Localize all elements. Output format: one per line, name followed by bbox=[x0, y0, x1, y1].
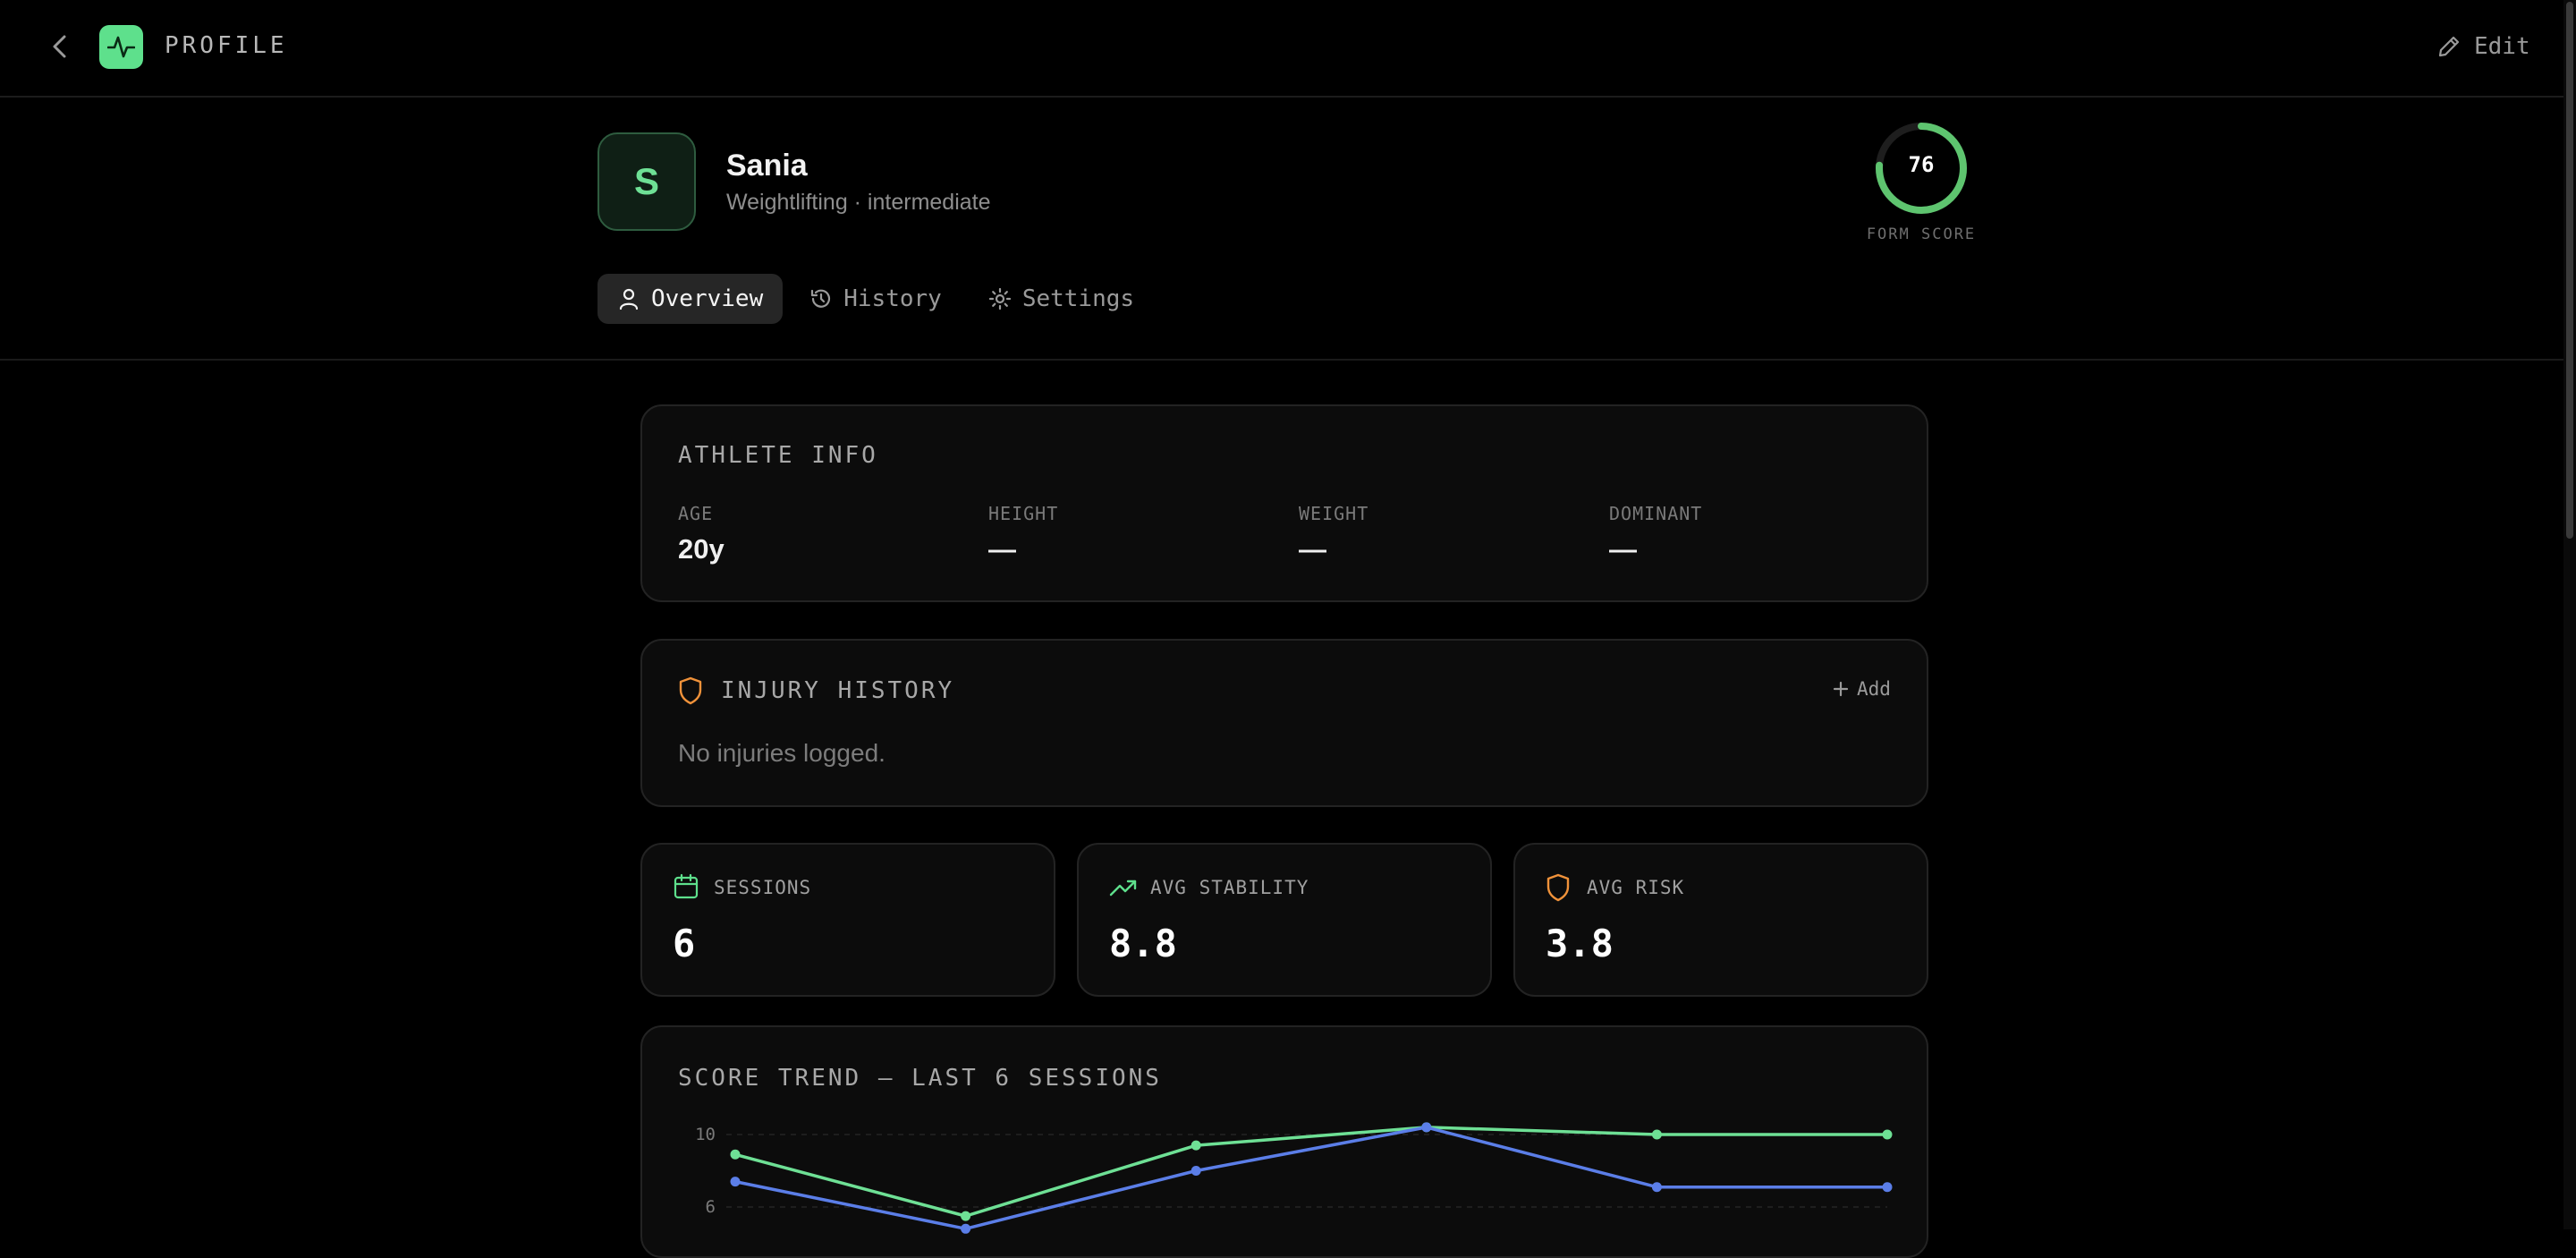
score-trend-card: SCORE TREND — LAST 6 SESSIONS 10 6 bbox=[640, 1025, 1928, 1258]
score-trend-title: SCORE TREND — LAST 6 SESSIONS bbox=[678, 1065, 1162, 1092]
score-trend-chart: 10 6 bbox=[695, 1122, 1893, 1234]
data-point[interactable] bbox=[1191, 1166, 1201, 1176]
y-tick-label: 10 bbox=[695, 1125, 716, 1144]
avg-risk-value: 3.8 bbox=[1546, 922, 1614, 965]
injury-history-title: INJURY HISTORY bbox=[721, 677, 955, 704]
edit-label: Edit bbox=[2474, 33, 2530, 60]
series-line-1 bbox=[734, 1126, 1887, 1218]
data-point[interactable] bbox=[1651, 1129, 1662, 1140]
age-label: AGE bbox=[678, 503, 714, 524]
avg-stability-label: AVG STABILITY bbox=[1150, 877, 1309, 898]
avg-stability-value: 8.8 bbox=[1109, 922, 1177, 965]
data-point[interactable] bbox=[1882, 1182, 1893, 1193]
data-point[interactable] bbox=[730, 1149, 741, 1160]
header-divider bbox=[0, 359, 2563, 361]
weight-label: WEIGHT bbox=[1299, 503, 1369, 524]
trending-up-icon bbox=[1109, 880, 1137, 897]
add-injury-label: Add bbox=[1857, 678, 1891, 700]
tab-history-label: History bbox=[843, 285, 942, 312]
injury-empty-text: No injuries logged. bbox=[678, 739, 886, 767]
stat-card-sessions: SESSIONS 6 bbox=[640, 843, 1055, 997]
tab-settings-label: Settings bbox=[1021, 285, 1135, 312]
athlete-info-card: ATHLETE INFO AGE 20y HEIGHT — WEIGHT — D… bbox=[640, 404, 1928, 602]
tab-settings[interactable]: Settings bbox=[969, 274, 1154, 324]
history-icon bbox=[811, 289, 831, 308]
app-logo bbox=[99, 25, 143, 69]
form-score-value: 76 bbox=[1908, 152, 1935, 177]
form-score-ring bbox=[1876, 123, 1967, 214]
data-point[interactable] bbox=[1882, 1129, 1893, 1140]
avatar: S bbox=[597, 132, 696, 231]
athlete-subtitle: Weightlifting · intermediate bbox=[726, 190, 991, 215]
tab-history[interactable]: History bbox=[790, 274, 962, 324]
sessions-value: 6 bbox=[673, 922, 696, 965]
injury-history-card: INJURY HISTORY Add No injuries logged. bbox=[640, 639, 1928, 807]
shield-icon bbox=[679, 676, 702, 705]
stat-card-avg-stability: AVG STABILITY 8.8 bbox=[1077, 843, 1492, 997]
dominant-label: DOMINANT bbox=[1609, 503, 1703, 524]
data-point[interactable] bbox=[961, 1211, 971, 1221]
page-title: PROFILE bbox=[165, 32, 288, 59]
tab-overview-label: Overview bbox=[651, 285, 764, 312]
data-point[interactable] bbox=[1191, 1140, 1201, 1151]
athlete-info-title: ATHLETE INFO bbox=[678, 442, 878, 469]
chevron-left-icon bbox=[53, 35, 66, 58]
activity-icon bbox=[107, 36, 135, 58]
stat-card-avg-risk: AVG RISK 3.8 bbox=[1513, 843, 1928, 997]
series-line-2 bbox=[734, 1126, 1887, 1231]
weight-value: — bbox=[1299, 533, 1326, 565]
add-injury-button[interactable]: Add bbox=[1832, 678, 1891, 700]
shield-icon bbox=[1546, 873, 1570, 902]
dominant-value: — bbox=[1609, 533, 1637, 565]
data-point[interactable] bbox=[961, 1223, 971, 1234]
height-label: HEIGHT bbox=[988, 503, 1059, 524]
age-value: 20y bbox=[678, 533, 724, 565]
calendar-icon bbox=[674, 873, 699, 899]
top-bar: PROFILE Edit bbox=[0, 0, 2576, 98]
gear-icon bbox=[988, 287, 1011, 310]
plus-icon bbox=[1833, 681, 1849, 697]
tab-overview[interactable]: Overview bbox=[597, 274, 784, 324]
avg-risk-label: AVG RISK bbox=[1587, 877, 1685, 898]
edit-button[interactable]: Edit bbox=[2436, 32, 2530, 61]
sessions-label: SESSIONS bbox=[714, 877, 812, 898]
user-icon bbox=[619, 288, 639, 310]
data-point[interactable] bbox=[730, 1177, 741, 1187]
form-score-label: FORM SCORE bbox=[1866, 225, 1977, 243]
athlete-name: Sania bbox=[726, 149, 808, 183]
back-button[interactable] bbox=[45, 30, 77, 63]
y-tick-label: 6 bbox=[706, 1197, 716, 1217]
profile-tabs: Overview History Settings bbox=[597, 274, 1154, 324]
scrollbar-thumb[interactable] bbox=[2566, 2, 2573, 539]
data-point[interactable] bbox=[1421, 1122, 1432, 1133]
data-point[interactable] bbox=[1651, 1182, 1662, 1193]
height-value: — bbox=[988, 533, 1016, 565]
pencil-icon bbox=[2438, 36, 2460, 57]
